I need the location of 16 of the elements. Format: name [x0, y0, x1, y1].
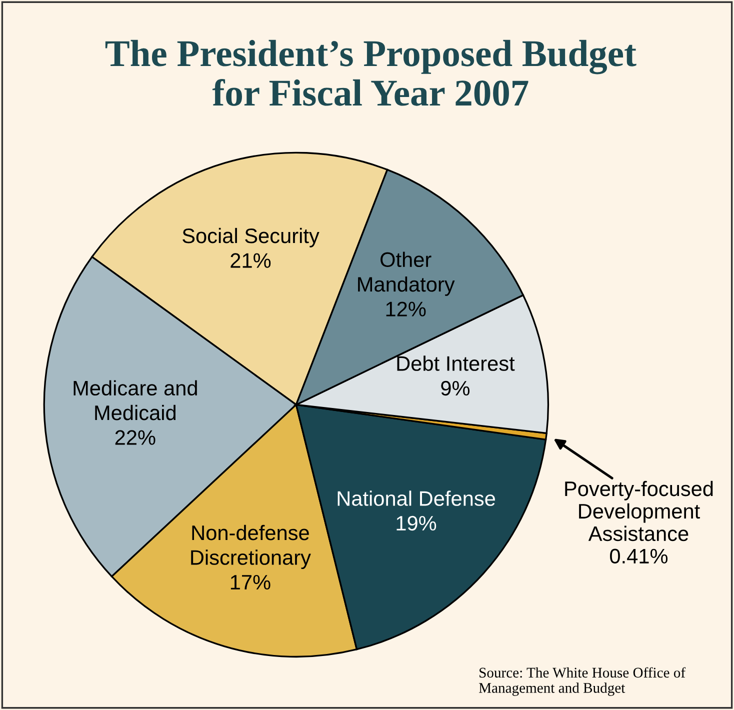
data-label: 19%	[396, 516, 436, 531]
slice-label: Poverty-focused Development Assistance	[565, 480, 713, 542]
slice-label: Social Security	[182, 228, 320, 248]
data-label: 17%	[230, 574, 270, 590]
slice-label: Debt Interest	[397, 356, 515, 371]
data-label: 12%	[386, 302, 426, 316]
data-label: 0.41%	[610, 548, 668, 564]
slice-label: National Defense	[338, 490, 495, 506]
slice-label: Medicare and Medicaid	[74, 380, 197, 420]
slice-label: Other Mandatory	[358, 252, 455, 296]
source-note: Source: The White House Office of Management and Budget	[478, 667, 686, 696]
data-label: 9%	[441, 380, 470, 396]
slice-label: Non-defense Discretionary	[191, 524, 311, 570]
data-label: 21%	[230, 253, 271, 268]
data-label: 22%	[115, 430, 156, 445]
chart-title: The President’s Proposed Budget for Fiscal Year 2007	[105, 40, 636, 106]
